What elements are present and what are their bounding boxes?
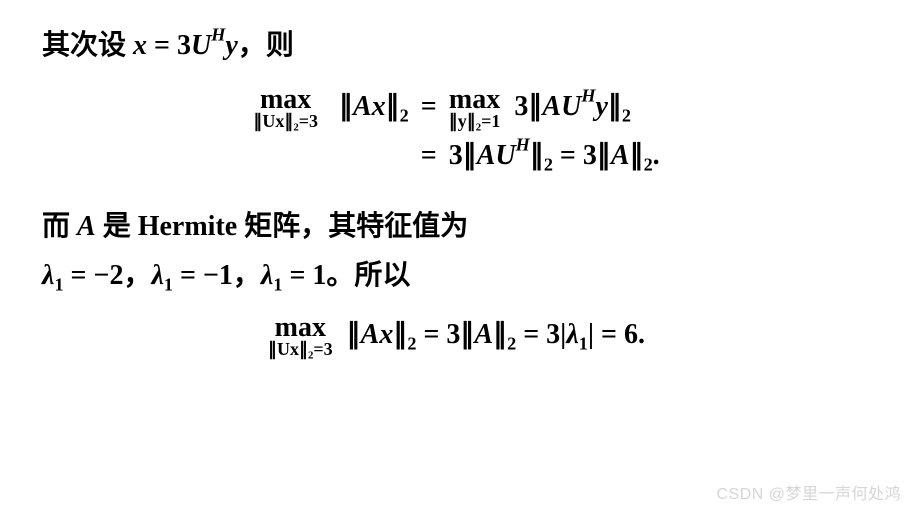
coef: 3: [446, 319, 460, 350]
eq-sign: =: [415, 132, 443, 181]
lambda: λ: [42, 260, 54, 291]
math-content: 其次设 x = 3UHy，则 max ∥Ux∥₂=3 ∥Ax∥2 = max ∥: [0, 0, 913, 358]
max-word: max: [253, 86, 318, 114]
val: = −2，: [64, 260, 152, 291]
text: 其次设: [42, 30, 133, 61]
csdn-watermark: CSDN @梦里一声何处鸿: [716, 480, 901, 504]
coef: 3: [514, 91, 528, 122]
max-operator-left: max ∥Ux∥₂=3: [253, 86, 318, 130]
coef: 3: [583, 140, 597, 171]
intro-line-2: 而 A 是 Hermite 矩阵，其特征值为: [42, 205, 871, 250]
eq-sign: =: [147, 30, 177, 61]
val: = 1。所以: [282, 260, 410, 291]
var-y: y: [225, 30, 237, 61]
var-x: x: [133, 30, 147, 61]
sub-1: 1: [164, 274, 173, 294]
val: = −1，: [173, 260, 261, 291]
norm-Ax: ∥Ax∥2: [347, 319, 417, 350]
sup-H: H: [211, 24, 225, 44]
abs: |λ1|: [560, 319, 594, 350]
var-A: A: [77, 211, 96, 242]
coef: 3: [449, 140, 463, 171]
max-cond: ∥y∥₂=1: [449, 112, 501, 130]
intro-line-1: 其次设 x = 3UHy，则: [42, 24, 871, 69]
lambda: λ: [151, 260, 163, 291]
lambda: λ: [261, 260, 273, 291]
eq-sign: =: [594, 319, 624, 350]
norm-Ax: ∥Ax∥2: [339, 91, 409, 122]
text: 是 Hermite 矩阵，其特征值为: [96, 211, 469, 242]
norm-AUH: ∥AUH∥2: [463, 140, 553, 171]
eq-sign: =: [560, 140, 583, 171]
eq-sign: =: [416, 319, 446, 350]
period: .: [638, 319, 645, 350]
norm-A: ∥A∥2: [460, 319, 516, 350]
max-operator-right: max ∥y∥₂=1: [449, 86, 501, 130]
norm-A: ∥A∥2: [597, 140, 653, 171]
max-cond: ∥Ux∥₂=3: [268, 340, 333, 358]
max-word: max: [268, 314, 333, 342]
coef-3: 3: [177, 30, 191, 61]
aligned-equation: max ∥Ux∥₂=3 ∥Ax∥2 = max ∥y∥₂=1 3∥AUHy∥2: [247, 83, 665, 181]
max-cond: ∥Ux∥₂=3: [253, 112, 318, 130]
var-U: U: [191, 30, 211, 61]
sub-1: 1: [54, 274, 63, 294]
eigenvalues-line: λ1 = −2，λ1 = −1，λ1 = 1。所以: [42, 254, 871, 299]
text: ，则: [238, 30, 294, 61]
equation-block-2: max ∥Ux∥₂=3 ∥Ax∥2 = 3∥A∥2 = 3|λ1| = 6.: [42, 313, 871, 359]
eq-sign: =: [415, 83, 443, 133]
norm-AUHy: ∥AUHy∥2: [528, 91, 631, 122]
value-6: 6: [624, 319, 638, 350]
eq-sign: =: [516, 319, 546, 350]
equation-block-1: max ∥Ux∥₂=3 ∥Ax∥2 = max ∥y∥₂=1 3∥AUHy∥2: [42, 83, 871, 181]
coef: 3: [546, 319, 560, 350]
period: .: [653, 140, 660, 171]
max-operator: max ∥Ux∥₂=3: [268, 314, 333, 358]
max-word: max: [449, 86, 501, 114]
text: 而: [42, 211, 77, 242]
